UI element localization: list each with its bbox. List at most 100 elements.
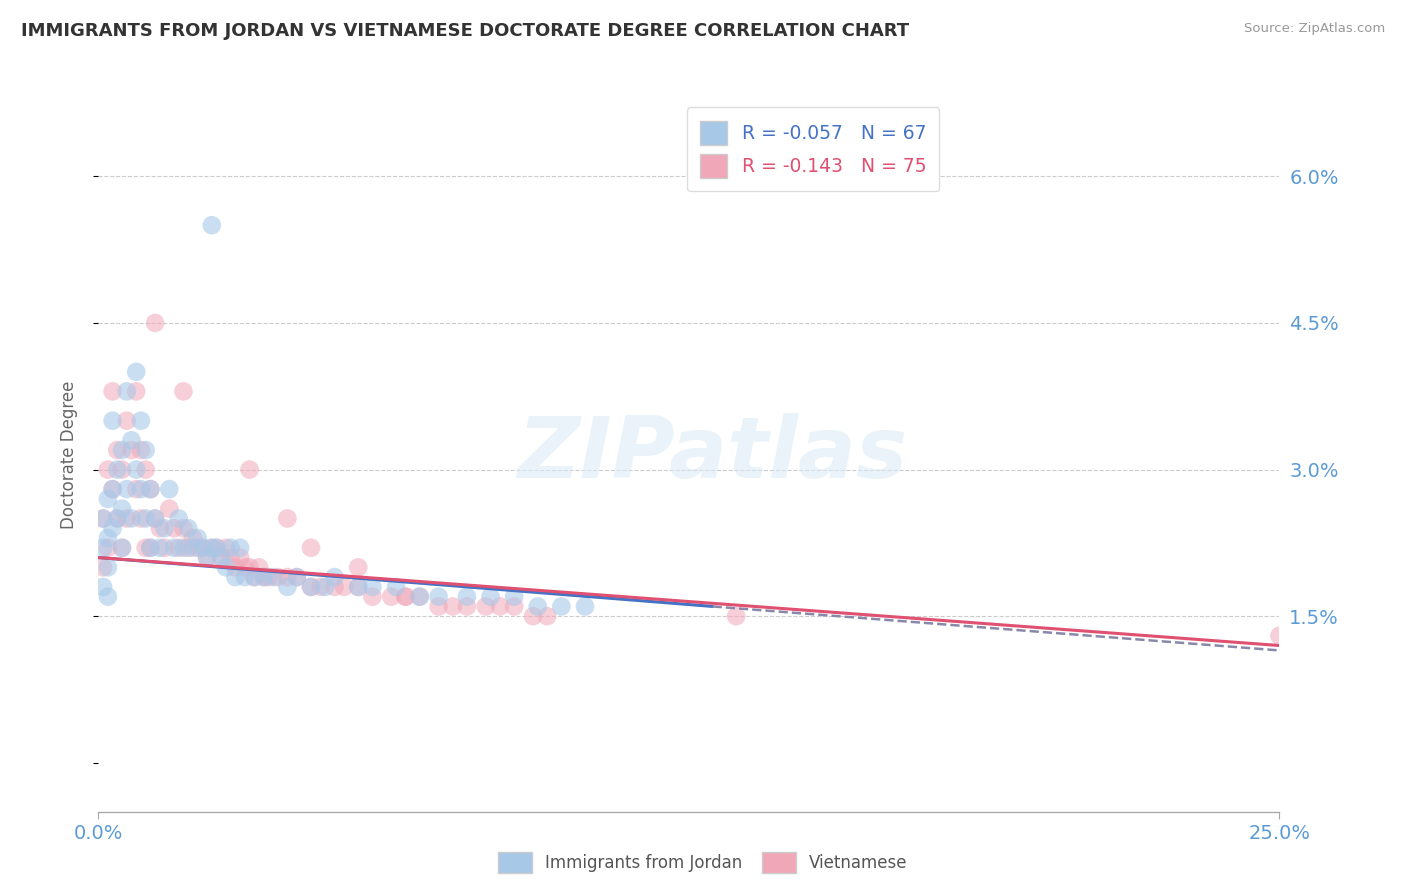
Point [121,443,143,458]
Point [347,580,370,594]
Point [201,218,224,232]
Point [299,541,322,555]
Point [139,482,162,496]
Point [97,462,120,476]
Point [243,570,266,584]
Point [479,590,502,604]
Point [257,570,280,584]
Point [224,560,246,574]
Point [153,521,176,535]
Point [323,580,346,594]
Text: Source: ZipAtlas.com: Source: ZipAtlas.com [1244,22,1385,36]
Point [157,482,180,496]
Point [157,501,180,516]
Point [408,590,430,604]
Point [172,541,194,555]
Point [97,541,120,555]
Point [247,560,270,574]
Point [125,365,148,379]
Point [111,501,134,516]
Point [149,541,172,555]
Point [101,414,124,428]
Point [441,599,464,614]
Point [191,541,214,555]
Point [1268,629,1291,643]
Point [135,443,157,458]
Point [163,541,186,555]
Point [253,570,276,584]
Point [276,580,298,594]
Point [143,316,166,330]
Point [233,570,256,584]
Text: IMMIGRANTS FROM JORDAN VS VIETNAMESE DOCTORATE DEGREE CORRELATION CHART: IMMIGRANTS FROM JORDAN VS VIETNAMESE DOC… [21,22,910,40]
Point [111,443,134,458]
Point [233,560,256,574]
Point [167,541,190,555]
Point [97,531,120,545]
Point [101,482,124,496]
Point [111,541,134,555]
Point [125,462,148,476]
Point [111,462,134,476]
Point [105,511,128,525]
Point [105,462,128,476]
Point [333,580,356,594]
Point [135,462,157,476]
Point [574,599,596,614]
Point [139,541,162,555]
Point [191,541,214,555]
Point [101,384,124,399]
Point [115,414,138,428]
Point [489,599,512,614]
Point [149,521,172,535]
Point [91,511,114,525]
Point [209,550,232,565]
Point [129,414,152,428]
Point [177,541,200,555]
Point [239,560,262,574]
Point [314,580,336,594]
Point [97,590,120,604]
Legend: R = -0.057   N = 67, R = -0.143   N = 75: R = -0.057 N = 67, R = -0.143 N = 75 [688,108,939,191]
Point [243,570,266,584]
Point [205,541,228,555]
Point [427,590,450,604]
Point [725,609,748,624]
Point [181,541,204,555]
Point [121,511,143,525]
Point [91,580,114,594]
Point [187,541,209,555]
Point [299,580,322,594]
Point [91,541,114,555]
Point [125,482,148,496]
Point [229,541,252,555]
Y-axis label: Doctorate Degree: Doctorate Degree [59,381,77,529]
Point [253,570,276,584]
Point [115,511,138,525]
Point [361,590,384,604]
Point [167,511,190,525]
Point [536,609,558,624]
Point [139,482,162,496]
Point [209,550,232,565]
Point [91,560,114,574]
Point [105,443,128,458]
Point [526,599,548,614]
Point [153,541,176,555]
Point [456,590,478,604]
Point [347,580,370,594]
Point [475,599,498,614]
Point [219,550,242,565]
Point [125,384,148,399]
Point [215,541,238,555]
Legend: Immigrants from Jordan, Vietnamese: Immigrants from Jordan, Vietnamese [492,846,914,880]
Point [285,570,308,584]
Point [177,521,200,535]
Point [361,580,384,594]
Point [129,443,152,458]
Point [262,570,284,584]
Point [115,482,138,496]
Point [323,570,346,584]
Text: ZIPatlas: ZIPatlas [517,413,908,497]
Point [195,550,218,565]
